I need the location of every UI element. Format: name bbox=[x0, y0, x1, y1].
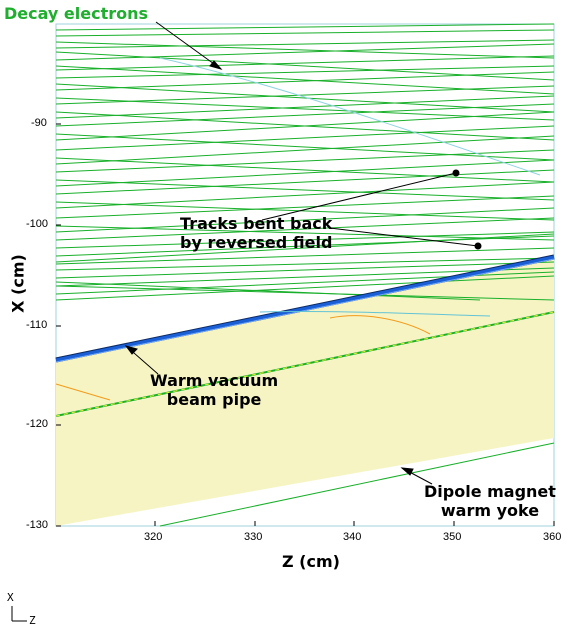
electron-track bbox=[55, 195, 555, 219]
pipe-arrowhead bbox=[124, 345, 138, 355]
yoke-label-line-1: Dipole magnet bbox=[424, 482, 556, 501]
beam-pipe-label: Warm vacuum beam pipe bbox=[150, 371, 278, 409]
yoke-label: Dipole magnet warm yoke bbox=[424, 482, 556, 520]
electron-track bbox=[55, 111, 555, 141]
electron-track bbox=[55, 29, 555, 37]
electron-track bbox=[55, 71, 555, 91]
y-tick-label: -120 bbox=[26, 418, 49, 430]
tracks-label-line-2: by reversed field bbox=[180, 233, 333, 252]
electron-track bbox=[55, 201, 555, 221]
decay-electrons-label: Decay electrons bbox=[4, 4, 149, 23]
x-tick-label: 340 bbox=[343, 531, 362, 543]
electron-track bbox=[55, 267, 555, 287]
electron-track bbox=[55, 233, 555, 263]
electron-track bbox=[55, 159, 555, 187]
x-axis-ticks bbox=[154, 521, 555, 526]
electron-track bbox=[55, 281, 481, 301]
y-axis-ticks bbox=[56, 123, 61, 527]
electron-track bbox=[55, 257, 555, 271]
yoke-region bbox=[56, 313, 554, 526]
y-tick-label: -130 bbox=[26, 519, 49, 531]
electron-track bbox=[55, 275, 555, 301]
electron-track bbox=[55, 169, 555, 195]
tracks-arrow-upper bbox=[261, 172, 457, 221]
beam-pipe-highlight bbox=[55, 258, 555, 363]
decay-electron-tracks bbox=[55, 23, 555, 301]
x-tick-label: 320 bbox=[144, 531, 163, 543]
tracks-dot-lower bbox=[474, 242, 482, 250]
compass-z-label: Z bbox=[29, 614, 36, 627]
yoke-edge-line bbox=[55, 311, 555, 417]
electron-track bbox=[55, 179, 555, 201]
electron-track bbox=[55, 285, 555, 301]
electron-track bbox=[55, 95, 555, 119]
yoke-arrowhead bbox=[400, 467, 414, 476]
x-tick-label: 330 bbox=[244, 531, 263, 543]
axis-compass bbox=[11, 606, 27, 622]
annotation-arrows bbox=[124, 21, 482, 485]
y-tick-label: -90 bbox=[31, 117, 47, 129]
electron-track bbox=[55, 157, 555, 183]
electron-track bbox=[55, 55, 555, 71]
pipe-label-line-1: Warm vacuum bbox=[150, 371, 279, 390]
cyan-track-2 bbox=[159, 57, 541, 176]
x-tick-label: 350 bbox=[443, 531, 462, 543]
orange-track-1 bbox=[329, 315, 431, 335]
electron-track bbox=[55, 85, 555, 105]
electron-track bbox=[55, 181, 555, 209]
tracks-label-line-1: Tracks bent back bbox=[180, 214, 333, 233]
electron-track bbox=[55, 39, 555, 49]
compass-x-label: X bbox=[7, 591, 14, 604]
tracks-dot-upper bbox=[452, 169, 460, 177]
x-tick-label: 360 bbox=[543, 531, 562, 543]
electron-track bbox=[55, 135, 555, 165]
electron-track bbox=[55, 235, 555, 257]
electron-track bbox=[55, 133, 555, 161]
y-tick-label: -100 bbox=[26, 218, 49, 230]
yoke-bottom-line bbox=[159, 442, 555, 527]
electron-track bbox=[55, 65, 555, 79]
y-axis-title: X (cm) bbox=[8, 254, 28, 313]
decay-arrow bbox=[155, 21, 222, 70]
orange-track-2 bbox=[55, 383, 111, 401]
electron-track bbox=[55, 23, 555, 31]
electron-track bbox=[55, 217, 555, 241]
beam-pipe bbox=[55, 255, 555, 362]
electron-track bbox=[55, 41, 555, 59]
electron-track bbox=[55, 103, 555, 127]
electron-track bbox=[55, 207, 555, 233]
electron-track bbox=[55, 125, 555, 151]
electron-track bbox=[55, 231, 555, 249]
electron-track bbox=[55, 43, 555, 61]
pipe-label-line-2: beam pipe bbox=[166, 390, 262, 409]
tracks-arrow-lower bbox=[329, 227, 479, 247]
tracks-bent-back-label: Tracks bent back by reversed field bbox=[180, 214, 332, 252]
decay-arrowhead bbox=[209, 60, 223, 70]
y-tick-label: -110 bbox=[26, 319, 48, 331]
cyan-track bbox=[259, 310, 491, 317]
electron-track bbox=[55, 149, 555, 173]
x-axis-title: Z (cm) bbox=[282, 552, 340, 571]
electron-track bbox=[55, 247, 555, 265]
yoke-label-line-2: warm yoke bbox=[440, 501, 540, 520]
electron-track bbox=[55, 261, 555, 279]
